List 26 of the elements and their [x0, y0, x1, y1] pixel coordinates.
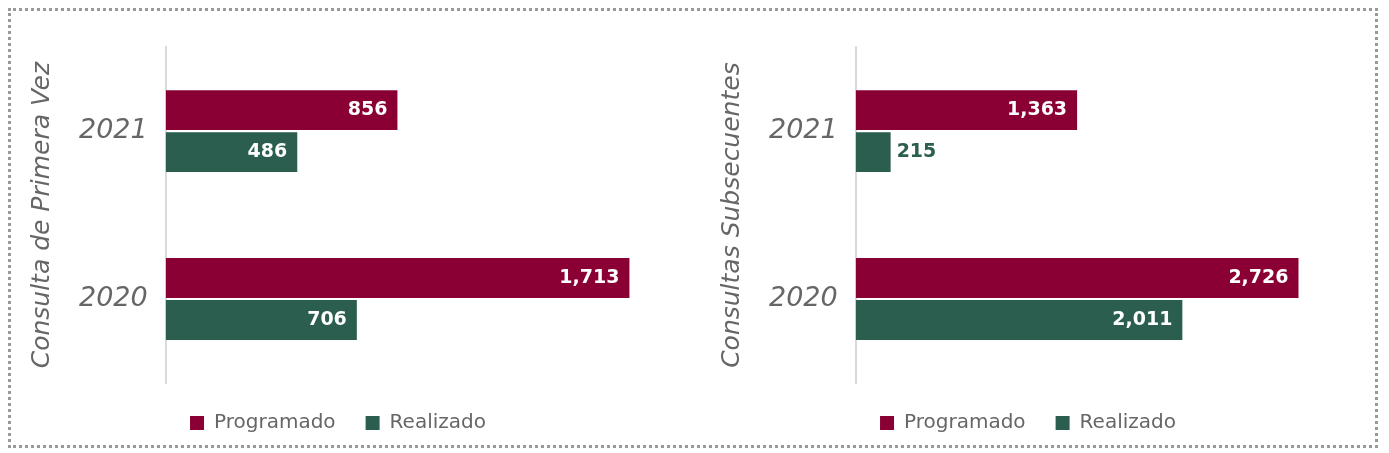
bar — [855, 258, 1299, 298]
data-label: 1,363 — [1006, 97, 1068, 120]
bar — [855, 300, 1183, 340]
legend-label: Realizado — [389, 409, 486, 434]
data-label: 1,713 — [559, 265, 620, 287]
legend-label: Programado — [214, 409, 336, 434]
data-label: 2,011 — [1112, 306, 1173, 329]
y-tick-label: 2021 — [768, 113, 838, 145]
bar — [165, 258, 630, 298]
bar — [165, 132, 298, 173]
y-tick-label: 2021 — [78, 113, 148, 145]
legend-label: Programado — [904, 409, 1026, 434]
data-label: 486 — [247, 139, 288, 162]
bar — [855, 132, 891, 173]
data-label: 856 — [347, 97, 388, 120]
data-label: 706 — [307, 306, 347, 329]
data-label: 215 — [896, 139, 937, 162]
y-axis-title: Consulta de Primera Vez — [25, 61, 55, 369]
legend-label: Realizado — [1079, 409, 1176, 434]
bar — [855, 90, 1078, 131]
y-tick-label: 2020 — [78, 281, 148, 313]
y-tick-label: 2020 — [768, 281, 838, 313]
data-label: 2,726 — [1228, 265, 1289, 287]
bar — [165, 90, 398, 131]
bar — [165, 300, 357, 340]
y-axis-title: Consultas Subsecuentes — [715, 62, 745, 368]
